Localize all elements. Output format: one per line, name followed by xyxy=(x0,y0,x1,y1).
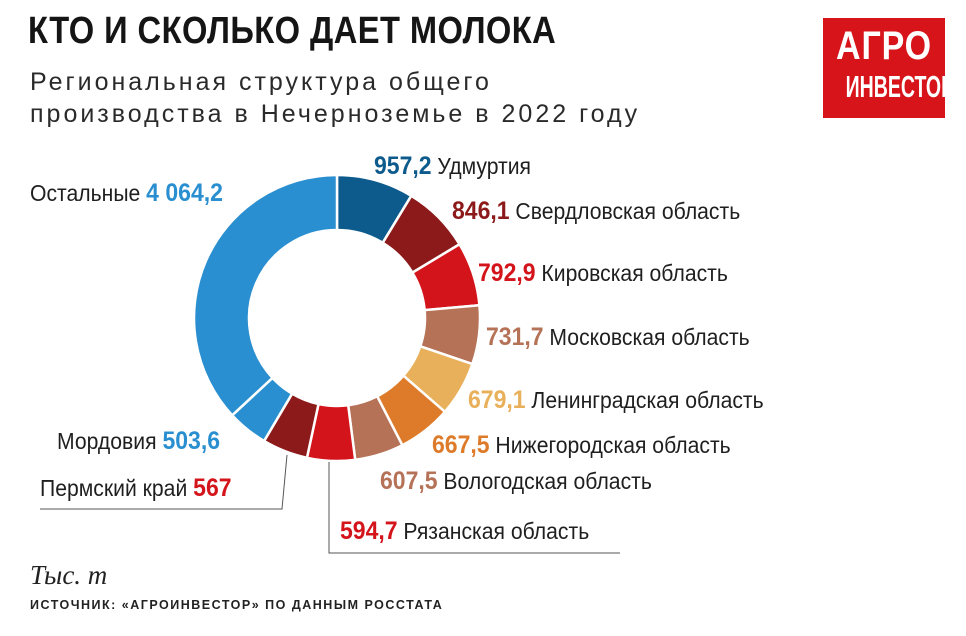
subtitle-line-2: производства в Нечерноземье в 2022 году xyxy=(30,100,641,128)
slice-label-6: 667,5 Нижегородская область xyxy=(432,431,731,460)
slice-label-7: 607,5 Вологодская область xyxy=(380,467,652,496)
slice-name: Ленинградская область xyxy=(531,387,764,413)
leader-line-8 xyxy=(328,462,620,554)
chart-subtitle: Региональная структура общего производст… xyxy=(30,66,640,130)
unit-label: Тыс. т xyxy=(30,560,108,590)
slice-value: 503,6 xyxy=(162,427,220,455)
slice-name: Нижегородская область xyxy=(495,432,731,458)
slice-name: Остальные xyxy=(30,180,141,206)
slice-value: 731,7 xyxy=(486,323,544,351)
slice-label-3: 792,9 Кировская область xyxy=(478,259,728,288)
leader-line-9 xyxy=(40,454,288,510)
slice-value: 792,9 xyxy=(478,259,536,287)
slice-value: 594,7 xyxy=(340,517,398,545)
slice-label-10: Мордовия 503,6 xyxy=(57,427,220,456)
chart-title: КТО И СКОЛЬКО ДАЕТ МОЛОКА xyxy=(28,10,557,52)
slice-name: Мордовия xyxy=(57,428,157,454)
slice-name: Рязанская область xyxy=(403,518,590,544)
slice-label-1: 957,2 Удмуртия xyxy=(374,152,531,181)
slice-value: 4 064,2 xyxy=(146,179,223,207)
slice-value: 846,1 xyxy=(452,197,510,225)
logo-line-1: АГРО xyxy=(836,24,932,68)
slice-value: 679,1 xyxy=(468,386,526,414)
donut-slice-11 xyxy=(192,173,339,418)
slice-label-9: Пермский край 567 xyxy=(40,474,232,503)
slice-label-8: 594,7 Рязанская область xyxy=(340,517,589,546)
slice-label-2: 846,1 Свердловская область xyxy=(452,197,740,226)
slice-label-5: 679,1 Ленинградская область xyxy=(468,386,764,415)
slice-value: 607,5 xyxy=(380,467,438,495)
slice-label-4: 731,7 Московская область xyxy=(486,323,750,352)
slice-name: Московская область xyxy=(549,324,750,350)
slice-name: Пермский край xyxy=(40,475,188,501)
agroinvestor-logo: АГРО ИНВЕСТОР xyxy=(823,18,945,118)
slice-name: Свердловская область xyxy=(515,198,741,224)
slice-name: Удмуртия xyxy=(437,153,531,179)
slice-name: Вологодская область xyxy=(443,468,652,494)
slice-value: 957,2 xyxy=(374,152,432,180)
slice-name: Кировская область xyxy=(541,260,728,286)
slice-label-11: Остальные 4 064,2 xyxy=(30,179,223,208)
source-note: ИСТОЧНИК: «АГРОИНВЕСТОР» ПО ДАННЫМ РОССТ… xyxy=(30,598,444,612)
subtitle-line-1: Региональная структура общего xyxy=(30,68,492,96)
slice-value: 667,5 xyxy=(432,431,490,459)
slice-value: 567 xyxy=(193,474,232,502)
